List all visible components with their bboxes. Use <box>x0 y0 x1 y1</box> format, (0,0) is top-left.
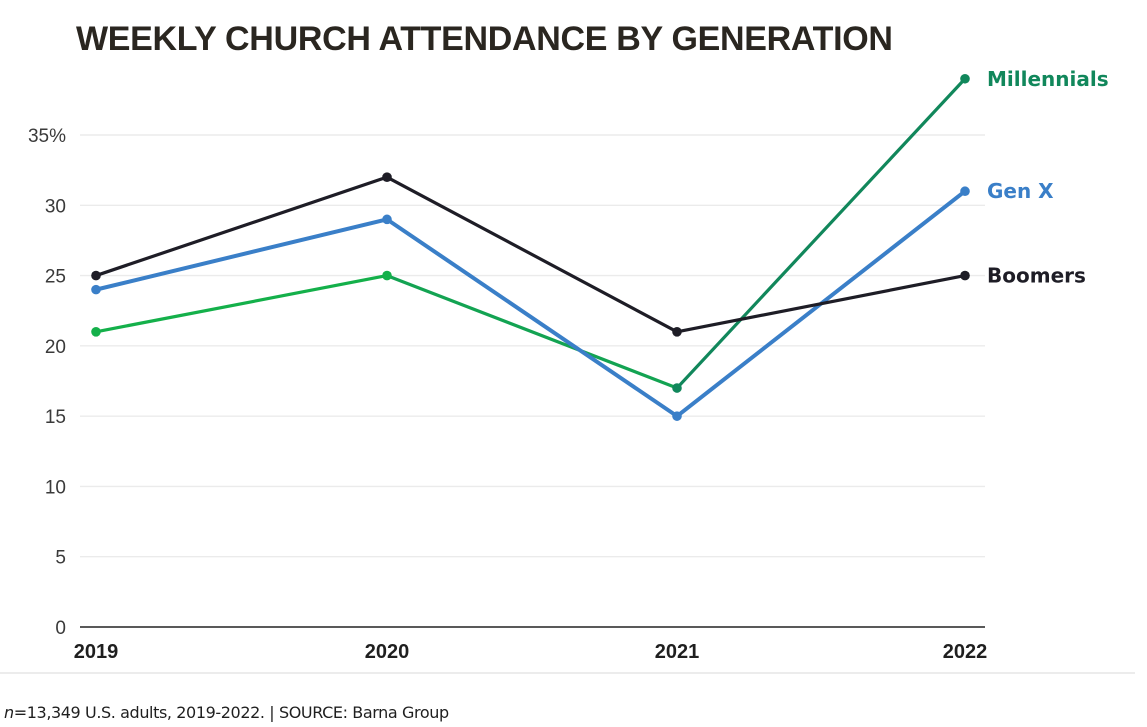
data-point-millennials <box>960 73 970 84</box>
series-segment-millennials <box>94 273 389 334</box>
data-point-millennials <box>382 270 392 281</box>
series-labels: Millennials Gen X Boomers <box>987 67 1109 288</box>
series-segment-millennials <box>385 273 679 390</box>
x-tick-label: 2021 <box>655 641 700 663</box>
gridlines <box>80 134 985 628</box>
data-point-boomers <box>960 270 970 281</box>
series-segment-millennials <box>675 77 967 390</box>
y-tick-label: 25 <box>45 267 66 288</box>
series-segment-boomers <box>385 175 679 334</box>
data-point-millennials <box>91 327 101 337</box>
series-segment-boomers <box>675 273 967 334</box>
y-tick-label: 20 <box>45 337 66 358</box>
y-tick-label: 0 <box>55 618 66 639</box>
data-point-boomers <box>91 270 101 281</box>
y-tick-label: 30 <box>45 196 66 217</box>
series-lines <box>91 73 970 421</box>
footer-separator <box>0 672 1135 674</box>
footer-text: =13,349 U.S. adults, 2019-2022. | SOURCE… <box>13 703 449 722</box>
data-point-gen-x <box>91 284 101 295</box>
data-point-millennials <box>672 383 682 393</box>
line-chart: 0 5 10 15 20 25 30 35% 2019 2020 2021 2022 Millenn… <box>28 67 1109 663</box>
data-point-boomers <box>382 172 392 182</box>
footer-n: n <box>4 703 14 722</box>
y-tick-label: 15 <box>45 407 66 428</box>
series-segment-boomers <box>94 175 389 278</box>
series-label-boomers: Boomers <box>987 264 1086 288</box>
x-tick-label: 2020 <box>365 641 410 663</box>
x-tick-label: 2022 <box>943 641 988 663</box>
x-tick-label: 2019 <box>74 641 119 663</box>
data-point-boomers <box>672 327 682 337</box>
y-tick-label: 35% <box>28 126 66 147</box>
footer-source: n=13,349 U.S. adults, 2019-2022. | SOURC… <box>4 703 449 722</box>
data-point-gen-x <box>672 411 682 421</box>
data-point-gen-x <box>382 214 392 225</box>
y-tick-label: 5 <box>55 548 66 569</box>
chart-title: WEEKLY CHURCH ATTENDANCE BY GENERATION <box>76 20 893 58</box>
series-segment-gen-x <box>94 217 389 292</box>
series-label-millennials: Millennials <box>987 67 1109 91</box>
y-axis-ticks: 0 5 10 15 20 25 30 35% <box>28 126 66 639</box>
series-segment-gen-x <box>385 217 679 419</box>
series-label-gen-x: Gen X <box>987 179 1054 203</box>
y-tick-label: 10 <box>45 477 66 498</box>
x-axis-ticks: 2019 2020 2021 2022 <box>74 641 988 663</box>
data-point-gen-x <box>960 186 970 197</box>
